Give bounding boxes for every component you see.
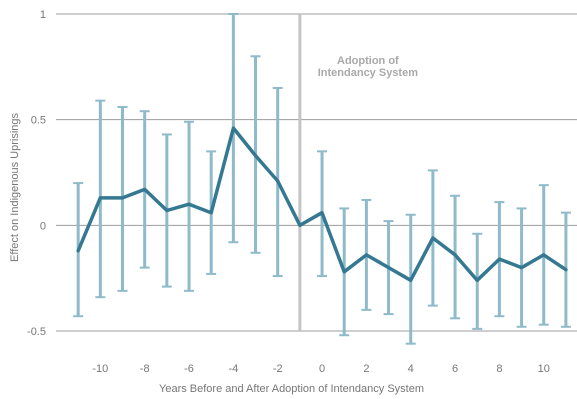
- y-tick-label: 1: [40, 9, 46, 21]
- error-bars: [73, 13, 571, 345]
- x-tick-label: -4: [228, 363, 238, 375]
- series-line: [76, 126, 568, 283]
- reference-line-label-line2: Intendancy System: [318, 67, 418, 79]
- x-tick-label: -8: [140, 363, 150, 375]
- y-axis-title: Effect on Indigenous Uprisings: [9, 113, 21, 262]
- x-tick-label: 2: [363, 363, 369, 375]
- y-tick-label: 0.5: [31, 115, 46, 127]
- x-tick-label: -2: [273, 363, 283, 375]
- x-tick-label: 6: [452, 363, 458, 375]
- x-tick-label: 0: [319, 363, 325, 375]
- x-axis-ticks: -10 -8 -6 -4 -2 0 2 4 6 8 10: [92, 363, 549, 375]
- x-tick-label: 10: [538, 363, 550, 375]
- x-tick-label: -10: [92, 363, 108, 375]
- x-tick-label: 8: [496, 363, 502, 375]
- y-tick-label: -0.5: [27, 326, 46, 338]
- grid-lines: [56, 13, 577, 332]
- adoption-reference: Adoption of Intendancy System: [298, 14, 418, 331]
- reference-line-label-line1: Adoption of: [337, 55, 399, 67]
- y-tick-label: 0: [40, 220, 46, 232]
- y-axis-ticks: -0.5 0 0.5 1: [27, 9, 46, 338]
- x-tick-label: 4: [408, 363, 414, 375]
- x-tick-label: -6: [184, 363, 194, 375]
- error-bar: [184, 120, 195, 292]
- x-axis-title: Years Before and After Adoption of Inten…: [159, 383, 424, 395]
